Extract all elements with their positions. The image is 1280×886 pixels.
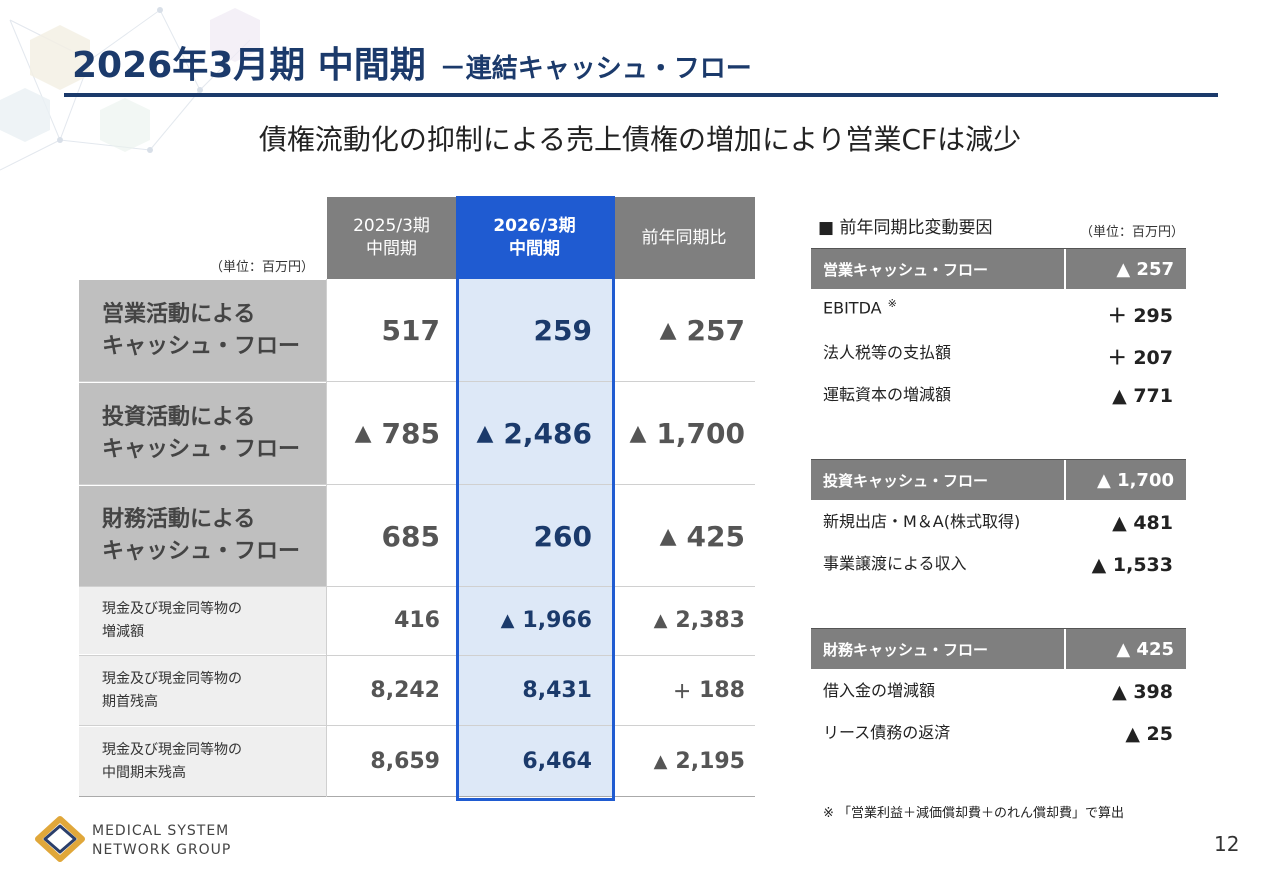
factors-unit-label: （単位：百万円） [1080,225,1185,240]
factor-item: 借入金の増減額 ▲ 398 [823,681,1173,703]
table-unit-label: （単位：百万円） [210,260,315,275]
company-logo-text: MEDICAL SYSTEM NETWORK GROUP [92,823,232,858]
title-main: 2026年3月期 中間期 [72,45,426,86]
table-bottom-border [79,796,755,797]
column-header-prev: 2025/3期 中間期 [327,197,456,279]
factor-item: リース債務の返済 ▲ 25 [823,723,1173,745]
row-label-financing-cf: 財務活動による キャッシュ・フロー [79,486,326,586]
row-label-beginning-balance: 現金及び現金同等物の 期首残高 [79,656,326,725]
headline: 債権流動化の抑制による売上債権の増加により営業CFは減少 [258,123,1022,156]
table-cell: ▲ 425 [659,519,745,553]
table-cell: ▲ 1,966 [500,608,592,633]
column-header-current: 2026/3期 中間期 [457,197,612,279]
factor-item: 運転資本の増減額 ▲ 771 [823,385,1173,407]
row-divider [79,725,755,726]
company-logo-icon [35,816,85,862]
section-header-financing: 財務キャッシュ・フロー ▲ 425 [811,628,1186,669]
table-cell: 416 [394,608,440,633]
row-label-investing-cf: 投資活動による キャッシュ・フロー [79,383,326,484]
row-divider [79,381,755,382]
table-cell: 8,659 [370,749,440,774]
table-cell: 8,431 [522,678,592,703]
table-cell: ▲ 1,700 [629,417,746,450]
factor-item: 法人税等の支払額 ＋ 207 [823,343,1173,369]
section-header-investing: 投資キャッシュ・フロー ▲ 1,700 [811,459,1186,500]
row-label-ending-balance: 現金及び現金同等物の 中間期末残高 [79,727,326,796]
table-cell: 259 [533,314,592,347]
current-period-outline [456,196,615,801]
table-cell: 260 [533,519,592,553]
row-divider [79,655,755,656]
page-number: 12 [1214,832,1240,856]
factor-item: 新規出店・M＆A(株式取得) ▲ 481 [823,512,1173,534]
section-header-operating: 営業キャッシュ・フロー ▲ 257 [811,248,1186,289]
table-cell: 685 [381,519,440,553]
factors-title: ■ 前年同期比変動要因 [818,218,993,238]
title-subtitle: －連結キャッシュ・フロー [439,54,752,84]
table-cell: ▲ 785 [354,417,440,450]
table-cell: ▲ 2,486 [476,417,593,450]
row-label-net-change: 現金及び現金同等物の 増減額 [79,587,326,654]
table-cell: 517 [381,314,440,347]
table-cell: 8,242 [370,678,440,703]
page-title: 2026年3月期 中間期 －連結キャッシュ・フロー [72,36,752,88]
column-header-yoy: 前年同期比 [613,197,755,279]
factor-item: 事業譲渡による収入 ▲ 1,533 [823,554,1173,576]
table-cell: ▲ 2,195 [653,749,745,774]
title-divider [64,93,1218,97]
network-decoration [0,7,260,171]
row-label-operating-cf: 営業活動による キャッシュ・フロー [79,280,326,381]
table-cell: ＋ 188 [673,678,745,703]
factor-item: EBITDA ※ ＋ 295 [823,297,1173,327]
current-period-highlight [457,279,612,797]
footnote: ※ 「営業利益＋減価償却費＋のれん償却費」で算出 [823,806,1125,821]
row-divider [79,484,755,485]
table-cell: ▲ 2,383 [653,608,745,633]
table-cell: ▲ 257 [659,314,745,347]
column-divider [326,279,327,797]
row-divider [79,586,755,587]
table-cell: 6,464 [522,749,592,774]
